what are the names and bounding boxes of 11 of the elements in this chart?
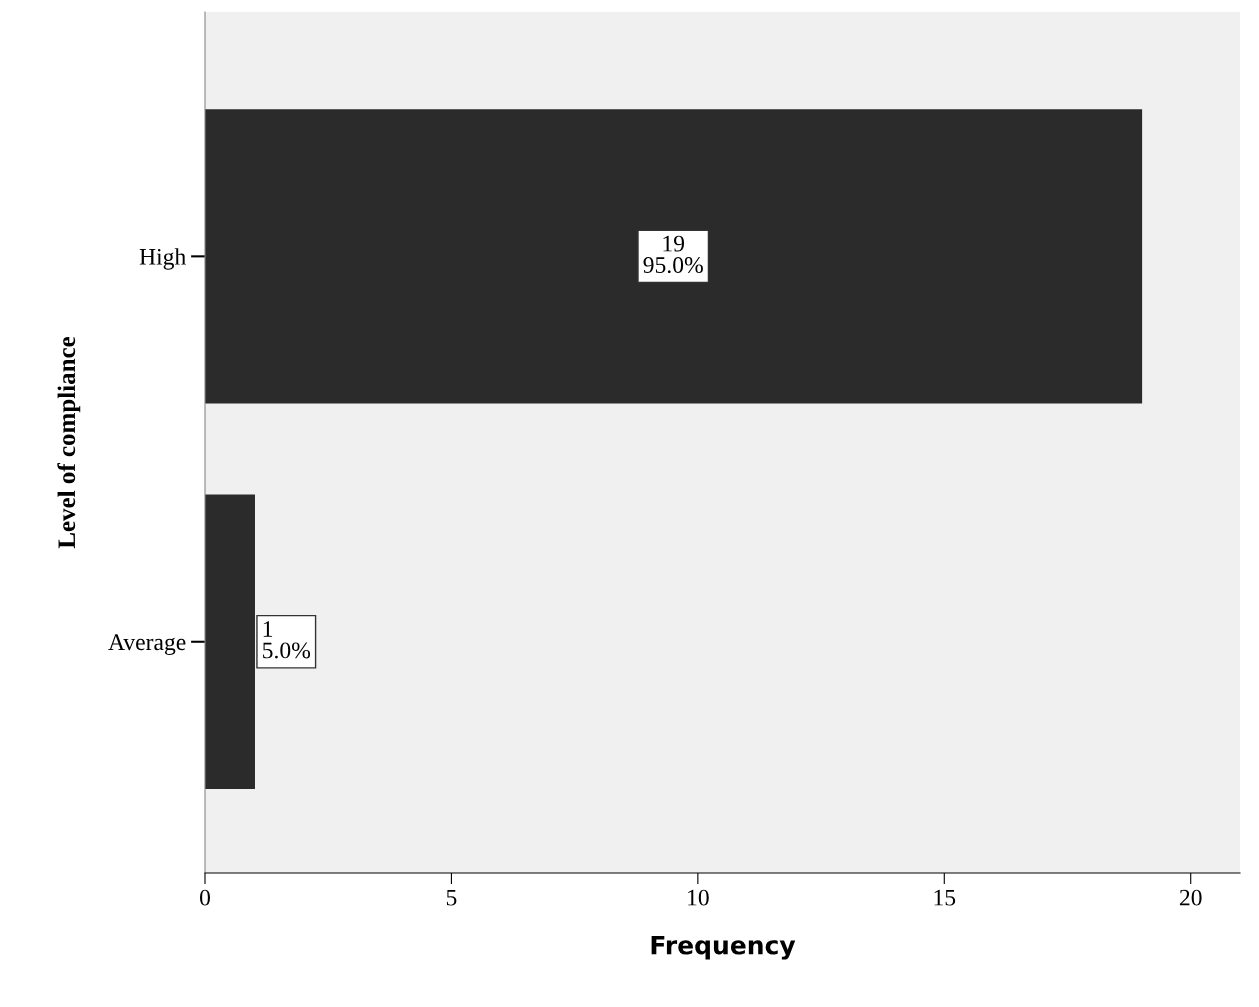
x-tick-label: 20 [1179, 889, 1202, 906]
x-tick-label: 10 [688, 889, 709, 906]
x-tick-label: 15 [934, 889, 956, 906]
x-axis-title: Frequency [651, 935, 796, 960]
y-axis-title: Level of compliance [57, 336, 81, 549]
x-tick-label: 0 [200, 889, 210, 906]
data-label: 1 5.0% [263, 621, 311, 659]
y-tick-label: Average [108, 634, 186, 656]
data-label: 19 95.0% [643, 235, 703, 274]
x-tick-label: 5 [446, 889, 457, 906]
y-tick-label: High [139, 248, 186, 270]
